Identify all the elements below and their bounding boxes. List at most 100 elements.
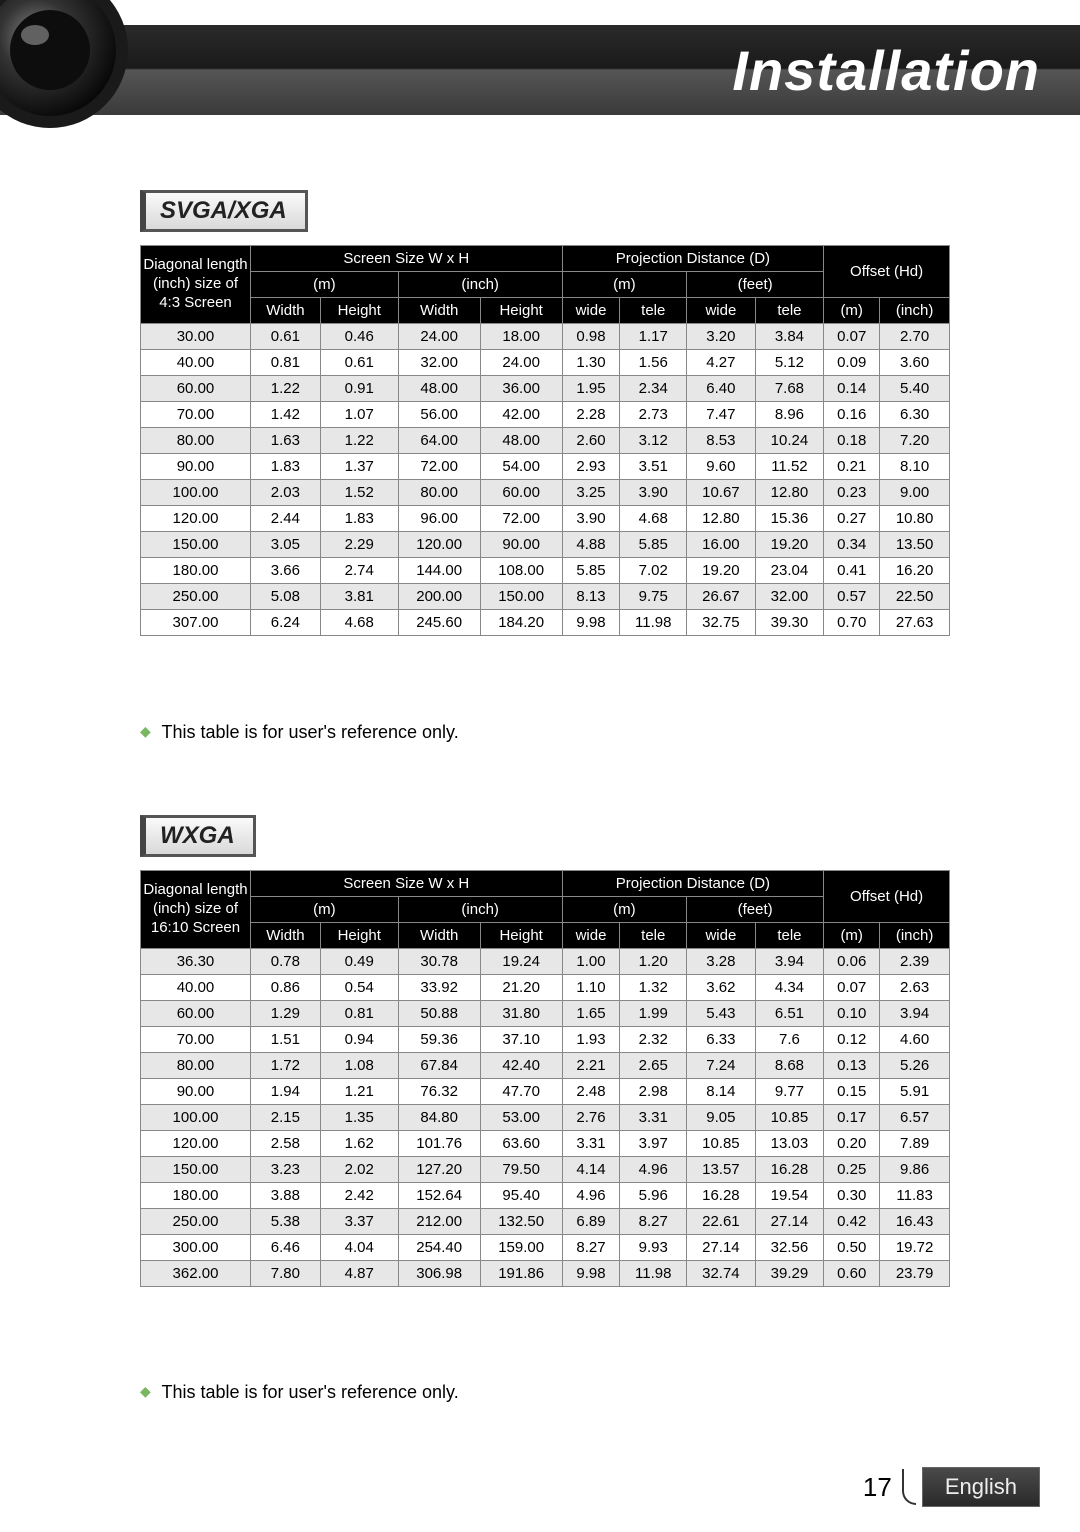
table-cell: 90.00	[480, 532, 562, 558]
table-cell: 39.30	[755, 610, 824, 636]
table-cell: 254.40	[398, 1235, 480, 1261]
table-cell: 8.10	[880, 454, 950, 480]
table-cell: 36.00	[480, 376, 562, 402]
table-cell: 19.54	[755, 1183, 824, 1209]
table-cell: 64.00	[398, 428, 480, 454]
table-cell: 0.09	[824, 350, 880, 376]
table-cell: 184.20	[480, 610, 562, 636]
table-cell: 16.28	[687, 1183, 756, 1209]
table-cell: 19.24	[480, 949, 562, 975]
table-cell: 5.38	[251, 1209, 321, 1235]
table-cell: 7.6	[755, 1027, 824, 1053]
col-wide: wide	[687, 923, 756, 949]
table-cell: 9.98	[562, 610, 620, 636]
table-cell: 8.27	[620, 1209, 687, 1235]
table-cell: 4.88	[562, 532, 620, 558]
table-cell: 4.14	[562, 1157, 620, 1183]
table-cell: 1.99	[620, 1001, 687, 1027]
table-cell: 1.83	[320, 506, 398, 532]
table-cell: 245.60	[398, 610, 480, 636]
table-cell: 1.65	[562, 1001, 620, 1027]
table-cell: 40.00	[141, 975, 251, 1001]
table-row: 120.002.581.62101.7663.603.313.9710.8513…	[141, 1131, 950, 1157]
table-cell: 5.12	[755, 350, 824, 376]
table-cell: 3.31	[620, 1105, 687, 1131]
table-cell: 8.27	[562, 1235, 620, 1261]
table-cell: 3.51	[620, 454, 687, 480]
lens-graphic	[0, 0, 140, 140]
unit-inch: (inch)	[398, 272, 562, 298]
table-row: 250.005.083.81200.00150.008.139.7526.673…	[141, 584, 950, 610]
table-cell: 307.00	[141, 610, 251, 636]
table-cell: 212.00	[398, 1209, 480, 1235]
table-cell: 5.85	[620, 532, 687, 558]
table-cell: 59.36	[398, 1027, 480, 1053]
table-cell: 0.91	[320, 376, 398, 402]
table-cell: 159.00	[480, 1235, 562, 1261]
table-cell: 0.70	[824, 610, 880, 636]
table-cell: 5.08	[251, 584, 321, 610]
table-cell: 54.00	[480, 454, 562, 480]
table-cell: 0.15	[824, 1079, 880, 1105]
table-cell: 5.43	[687, 1001, 756, 1027]
table-cell: 0.34	[824, 532, 880, 558]
table-cell: 3.62	[687, 975, 756, 1001]
table-cell: 150.00	[141, 1157, 251, 1183]
table-cell: 108.00	[480, 558, 562, 584]
col-height: Height	[320, 298, 398, 324]
note-svga: ◆ This table is for user's reference onl…	[140, 722, 459, 743]
table-cell: 191.86	[480, 1261, 562, 1287]
table-wxga-wrap: Diagonal length (inch) size of 16:10 Scr…	[140, 870, 950, 1287]
table-cell: 0.13	[824, 1053, 880, 1079]
table-cell: 1.51	[251, 1027, 321, 1053]
table-cell: 0.86	[251, 975, 321, 1001]
table-cell: 37.10	[480, 1027, 562, 1053]
table-cell: 96.00	[398, 506, 480, 532]
table-cell: 0.61	[320, 350, 398, 376]
table-cell: 101.76	[398, 1131, 480, 1157]
table-cell: 2.74	[320, 558, 398, 584]
col-width: Width	[398, 923, 480, 949]
table-cell: 9.60	[687, 454, 756, 480]
table-cell: 80.00	[398, 480, 480, 506]
col-tele: tele	[755, 923, 824, 949]
table-row: 40.000.860.5433.9221.201.101.323.624.340…	[141, 975, 950, 1001]
table-row: 150.003.232.02127.2079.504.144.9613.5716…	[141, 1157, 950, 1183]
table-cell: 26.67	[687, 584, 756, 610]
table-cell: 0.50	[824, 1235, 880, 1261]
table-cell: 200.00	[398, 584, 480, 610]
table-cell: 250.00	[141, 1209, 251, 1235]
table-row: 80.001.721.0867.8442.402.212.657.248.680…	[141, 1053, 950, 1079]
table-cell: 1.08	[320, 1053, 398, 1079]
table-cell: 127.20	[398, 1157, 480, 1183]
table-cell: 72.00	[398, 454, 480, 480]
table-row: 120.002.441.8396.0072.003.904.6812.8015.…	[141, 506, 950, 532]
table-cell: 4.68	[320, 610, 398, 636]
table-cell: 1.32	[620, 975, 687, 1001]
table-row: 250.005.383.37212.00132.506.898.2722.612…	[141, 1209, 950, 1235]
diag-header: Diagonal length (inch) size of 16:10 Scr…	[141, 871, 251, 949]
table-cell: 2.21	[562, 1053, 620, 1079]
table-cell: 1.83	[251, 454, 321, 480]
table-cell: 2.76	[562, 1105, 620, 1131]
table-cell: 80.00	[141, 1053, 251, 1079]
table-cell: 3.84	[755, 324, 824, 350]
table-cell: 100.00	[141, 480, 251, 506]
offset-header: Offset (Hd)	[824, 246, 950, 298]
note-text: This table is for user's reference only.	[161, 722, 458, 742]
table-cell: 120.00	[141, 1131, 251, 1157]
language-tab: English	[922, 1467, 1040, 1507]
table-cell: 12.80	[687, 506, 756, 532]
table-cell: 53.00	[480, 1105, 562, 1131]
table-row: 60.001.290.8150.8831.801.651.995.436.510…	[141, 1001, 950, 1027]
table-cell: 8.53	[687, 428, 756, 454]
table-cell: 19.20	[687, 558, 756, 584]
table-cell: 2.58	[251, 1131, 321, 1157]
table-cell: 8.14	[687, 1079, 756, 1105]
table-cell: 5.96	[620, 1183, 687, 1209]
table-cell: 0.78	[251, 949, 321, 975]
table-cell: 32.00	[398, 350, 480, 376]
table-cell: 72.00	[480, 506, 562, 532]
table-row: 100.002.151.3584.8053.002.763.319.0510.8…	[141, 1105, 950, 1131]
table-cell: 4.04	[320, 1235, 398, 1261]
